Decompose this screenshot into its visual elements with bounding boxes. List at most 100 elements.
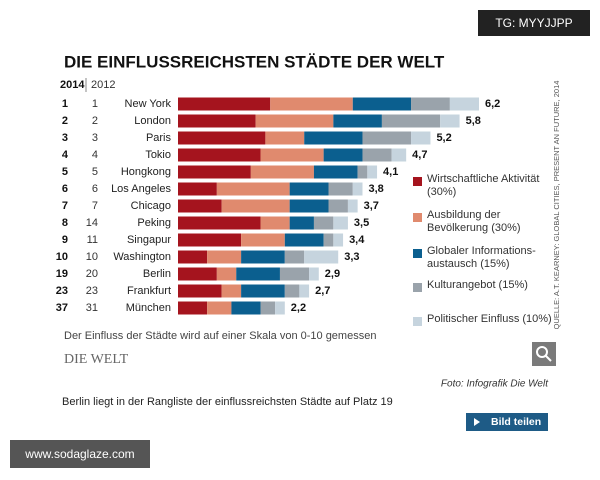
category-label: Washington: [113, 251, 171, 263]
bar-segment: [260, 216, 290, 230]
share-icon: [474, 418, 480, 426]
rank-2012: 11: [87, 234, 98, 246]
logo: DIE WELT: [64, 352, 129, 367]
rank-2014: 23: [56, 285, 68, 297]
bar-segment: [352, 97, 412, 111]
rank-2014: 8: [62, 217, 68, 229]
bar-segment: [216, 267, 237, 281]
zoom-button[interactable]: [532, 342, 556, 366]
legend-swatch: [413, 317, 422, 326]
bar-segment: [391, 148, 407, 162]
bar-segment: [362, 131, 412, 145]
bar-segment: [333, 114, 382, 128]
caption: Berlin liegt in der Rangliste der einflu…: [62, 396, 393, 408]
bar-segment: [347, 199, 358, 213]
total-label: 3,5: [354, 217, 369, 229]
bar-segment: [255, 114, 334, 128]
bar-segment: [333, 216, 348, 230]
bar-segment: [323, 233, 334, 247]
bar-segment: [178, 284, 222, 298]
total-label: 5,2: [436, 132, 451, 144]
rank-2014: 9: [62, 234, 68, 246]
bar-segment: [221, 284, 242, 298]
rank-2014: 7: [62, 200, 68, 212]
category-label: Peking: [137, 217, 171, 229]
watermark: www.sodaglaze.com: [10, 440, 150, 468]
category-label: Singapur: [127, 234, 171, 246]
bar-segment: [304, 250, 339, 264]
rank-2012: 2: [92, 115, 98, 127]
legend-swatch: [413, 213, 422, 222]
rank-2012: 1: [92, 98, 98, 110]
rank-2012: 3: [92, 132, 98, 144]
share-button[interactable]: [466, 413, 548, 431]
category-label: Berlin: [143, 268, 171, 280]
rank-2012: 23: [86, 285, 98, 297]
bar-segment: [333, 233, 344, 247]
rank-2014: 1: [62, 98, 68, 110]
category-label: Chicago: [131, 200, 171, 212]
bar-segment: [241, 233, 285, 247]
bar-segment: [284, 250, 305, 264]
legend-label: Kulturangebot (15%): [427, 279, 528, 291]
bar-segment: [411, 97, 450, 111]
total-label: 4,7: [412, 149, 427, 161]
total-label: 2,7: [315, 285, 330, 297]
rank-2012: 7: [92, 200, 98, 212]
bar-segment: [178, 250, 208, 264]
bar-segment: [178, 199, 222, 213]
bar-segment: [284, 284, 300, 298]
total-label: 3,4: [349, 234, 365, 246]
bar-segment: [178, 182, 217, 196]
total-label: 5,8: [466, 115, 481, 127]
rank-2014: 37: [56, 302, 68, 314]
note: Der Einfluss der Städte wird auf einer S…: [64, 330, 376, 342]
bar-segment: [352, 182, 363, 196]
total-label: 3,3: [344, 251, 359, 263]
total-label: 4,1: [383, 166, 398, 178]
legend-label: Globaler Informations-austausch (15%): [427, 245, 536, 270]
bar-segment: [207, 250, 242, 264]
bar-segment: [381, 114, 441, 128]
total-label: 2,9: [325, 268, 340, 280]
bar-segment: [309, 267, 319, 281]
year-header: 2014: [60, 79, 85, 91]
credit: Foto: Infografik Die Welt: [441, 379, 549, 390]
rank-2014: 10: [56, 251, 68, 263]
bar-segment: [178, 301, 208, 315]
bar-segment: [284, 233, 324, 247]
category-label: Tokio: [145, 149, 171, 161]
rank-2014: 3: [62, 132, 68, 144]
watermark: TG: MYYJJPP: [478, 10, 590, 36]
rank-2012: 4: [92, 149, 98, 161]
bar-segment: [299, 284, 310, 298]
rank-2014: 4: [62, 149, 69, 161]
bar-segment: [275, 301, 285, 315]
bar-segment: [328, 182, 353, 196]
category-label: Frankfurt: [127, 285, 171, 297]
bar-segment: [362, 148, 392, 162]
bar-segment: [221, 199, 290, 213]
bar-segment: [289, 199, 329, 213]
bar-segment: [289, 182, 329, 196]
total-label: 2,2: [291, 302, 306, 314]
bar-segment: [260, 301, 276, 315]
rank-2012: 5: [92, 166, 98, 178]
total-label: 3,7: [364, 200, 379, 212]
bar-segment: [289, 216, 314, 230]
bar-segment: [270, 97, 353, 111]
rank-2012: 10: [86, 251, 98, 263]
bar-segment: [440, 114, 460, 128]
legend-label: Wirtschaftliche Aktivität (30%): [427, 173, 540, 198]
rank-2012: 31: [86, 302, 98, 314]
legend-label: Politischer Einfluss (10%): [427, 313, 552, 325]
bar-segment: [178, 131, 266, 145]
bar-segment: [367, 165, 378, 179]
bar-segment: [241, 284, 285, 298]
rank-2014: 2: [62, 115, 68, 127]
bar-segment: [313, 216, 334, 230]
category-label: London: [134, 115, 171, 127]
legend-swatch: [413, 283, 422, 292]
